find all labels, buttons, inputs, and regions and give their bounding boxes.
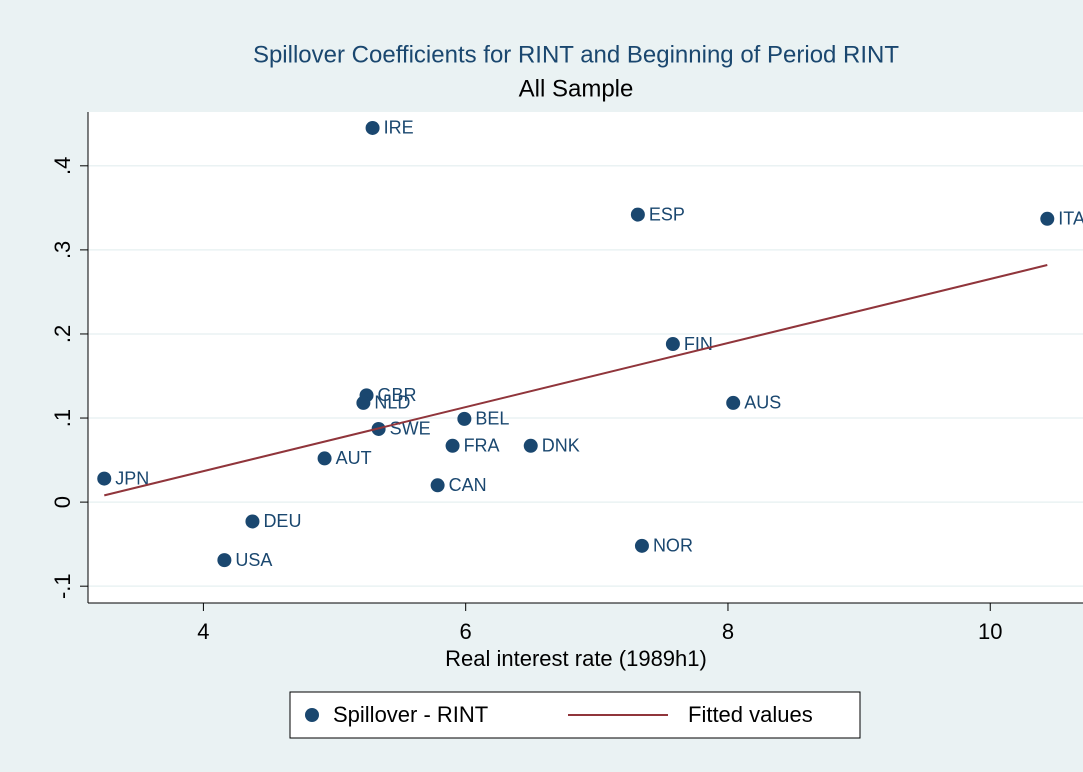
point xyxy=(665,337,680,352)
y-tick-label: -.1 xyxy=(50,573,75,599)
x-tick-label: 4 xyxy=(197,619,209,644)
plot-area xyxy=(88,112,1083,603)
x-tick-label: 6 xyxy=(460,619,472,644)
x-tick-label: 10 xyxy=(978,619,1002,644)
fit-line xyxy=(104,264,1048,497)
point-label: CAN xyxy=(449,475,487,495)
point-label: NOR xyxy=(653,536,693,556)
legend: Spillover - RINT Fitted values xyxy=(289,691,861,739)
point xyxy=(630,207,645,222)
point-label: IRE xyxy=(384,118,414,138)
point xyxy=(523,438,538,453)
point-label: DNK xyxy=(542,436,580,456)
y-tick-label: .2 xyxy=(50,325,75,343)
y-tick-label: .4 xyxy=(50,157,75,175)
point-label: USA xyxy=(235,550,272,570)
point-label: NLD xyxy=(374,393,410,413)
legend-box xyxy=(289,691,861,739)
point xyxy=(1040,211,1055,226)
point xyxy=(217,553,232,568)
point-label: AUT xyxy=(336,448,372,468)
point xyxy=(430,478,445,493)
point-label: FRA xyxy=(464,436,500,456)
y-tick-label: .3 xyxy=(50,241,75,259)
y-tick-label: 0 xyxy=(50,496,75,508)
point-label: SWE xyxy=(390,419,431,439)
point-label: ITA xyxy=(1058,209,1083,229)
point xyxy=(97,471,112,486)
point-label: DEU xyxy=(263,511,301,531)
point xyxy=(726,395,741,410)
point-label: GBR xyxy=(378,385,417,405)
chart-title: Spillover Coefficients for RINT and Begi… xyxy=(253,41,899,68)
x-axis-label: Real interest rate (1989h1) xyxy=(445,646,707,671)
legend-label: Fitted values xyxy=(688,702,813,727)
chart-subtitle: All Sample xyxy=(519,75,634,102)
point-label: BEL xyxy=(475,409,509,429)
point xyxy=(634,538,649,553)
point xyxy=(365,120,380,135)
point xyxy=(457,411,472,426)
point-label: JPN xyxy=(115,468,149,488)
point xyxy=(445,438,460,453)
point-label: AUS xyxy=(744,393,781,413)
y-tick-label: .1 xyxy=(50,409,75,427)
legend-label: Spillover - RINT xyxy=(333,702,488,727)
legend-marker xyxy=(305,708,319,722)
point-label: ESP xyxy=(649,204,685,224)
point xyxy=(356,395,371,410)
x-tick-label: 8 xyxy=(722,619,734,644)
point xyxy=(317,451,332,466)
point xyxy=(245,514,260,529)
